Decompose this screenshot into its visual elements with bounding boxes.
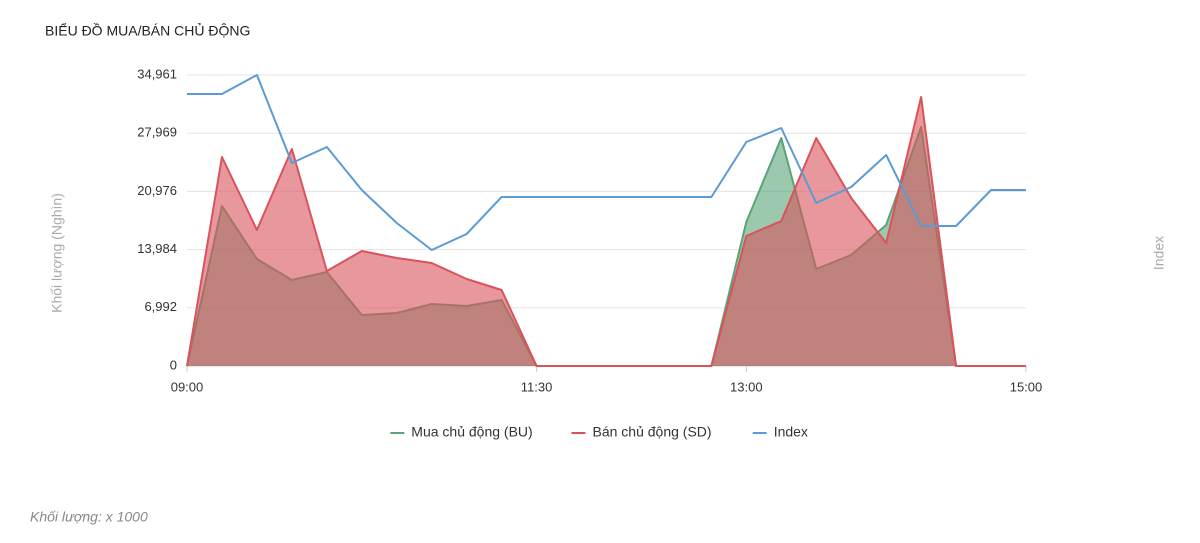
area-fill (187, 96, 1026, 366)
y-tick-label: 13,984 (137, 241, 177, 256)
chart-title: BIỂU ĐỒ MUA/BÁN CHỦ ĐỘNG (45, 22, 250, 39)
legend: Mua chủ động (BU) Bán chủ động (SD) Index (390, 424, 808, 440)
x-tick-label: 13:00 (730, 379, 763, 394)
x-tick-label: 15:00 (1010, 379, 1043, 394)
y-tick-label: 34,961 (137, 66, 177, 81)
y2-axis-label: Index (1151, 236, 1167, 270)
legend-label: Mua chủ động (BU) (411, 424, 532, 440)
y-tick-label: 20,976 (137, 183, 177, 198)
footnote: Khối lượng: x 1000 (30, 509, 148, 525)
area-line (186, 95, 1026, 367)
y-axis-label: Khối lượng (Nghìn) (49, 193, 65, 313)
y-tick-label: 27,969 (137, 125, 177, 140)
x-tick-label: 09:00 (171, 379, 204, 394)
legend-label: Index (774, 424, 808, 440)
line (187, 74, 1026, 251)
y-tick-label: 6,992 (144, 299, 177, 314)
y-tick-label: 0 (170, 357, 177, 372)
x-tick-label: 11:30 (521, 379, 553, 394)
legend-label: Bán chủ động (SD) (593, 424, 712, 440)
